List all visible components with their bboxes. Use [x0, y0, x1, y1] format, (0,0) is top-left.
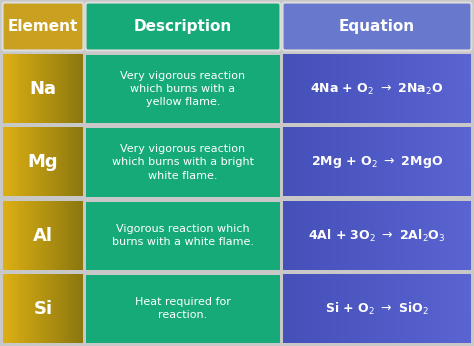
Bar: [86, 275, 280, 343]
Text: 4Al + 3O$_2$ $\rightarrow$ 2Al$_2$O$_3$: 4Al + 3O$_2$ $\rightarrow$ 2Al$_2$O$_3$: [308, 228, 446, 244]
Text: Na: Na: [29, 80, 56, 98]
Text: Very vigorous reaction
which burns with a bright
white flame.: Very vigorous reaction which burns with …: [112, 144, 254, 181]
Text: Equation: Equation: [339, 19, 415, 34]
Text: Very vigorous reaction
which burns with a
yellow flame.: Very vigorous reaction which burns with …: [120, 71, 246, 107]
Text: Mg: Mg: [27, 153, 58, 171]
Text: Si: Si: [34, 300, 53, 318]
FancyBboxPatch shape: [2, 2, 83, 51]
Text: 2Mg + O$_2$ $\rightarrow$ 2MgO: 2Mg + O$_2$ $\rightarrow$ 2MgO: [311, 154, 443, 170]
Bar: [86, 55, 280, 123]
Text: Si + O$_2$ $\rightarrow$ SiO$_2$: Si + O$_2$ $\rightarrow$ SiO$_2$: [325, 301, 429, 317]
FancyBboxPatch shape: [85, 2, 281, 51]
Bar: [86, 128, 280, 197]
Bar: [86, 201, 280, 270]
FancyBboxPatch shape: [283, 2, 472, 51]
Text: Description: Description: [134, 19, 232, 34]
Text: Al: Al: [33, 227, 53, 245]
Text: Heat required for
reaction.: Heat required for reaction.: [135, 297, 231, 320]
Text: Vigorous reaction which
burns with a white flame.: Vigorous reaction which burns with a whi…: [112, 224, 254, 247]
Text: Element: Element: [8, 19, 78, 34]
Text: 4Na + O$_2$ $\rightarrow$ 2Na$_2$O: 4Na + O$_2$ $\rightarrow$ 2Na$_2$O: [310, 82, 444, 97]
